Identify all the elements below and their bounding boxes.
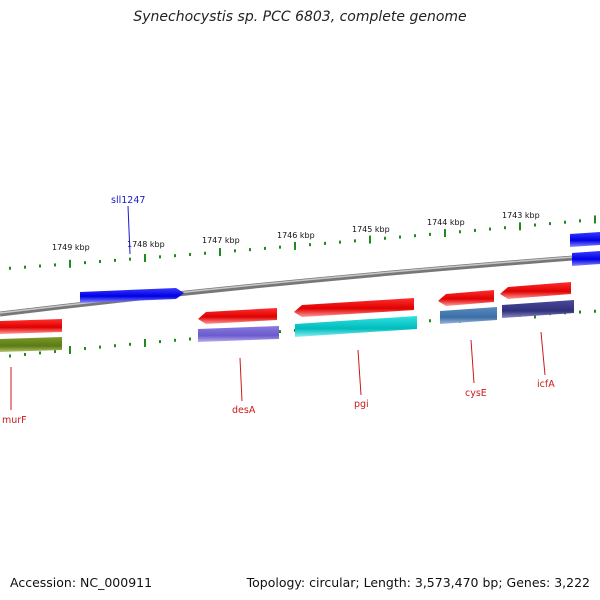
scale-label: 1749 kbp: [52, 243, 90, 252]
gene-desA[interactable]: [198, 308, 277, 324]
genome-summary-text: Topology: circular; Length: 3,573,470 bp…: [246, 575, 590, 590]
gene-label-cysE[interactable]: cysE: [465, 388, 487, 399]
gene-icfA-partner[interactable]: [502, 300, 574, 318]
gene-cysE[interactable]: [438, 290, 494, 306]
gene-desA-partner[interactable]: [198, 326, 279, 342]
outer-tick-ring: [9, 215, 596, 270]
label-leader: [239, 357, 243, 402]
map-title: Synechocystis sp. PCC 6803, complete gen…: [133, 9, 467, 25]
scale-label: 1743 kbp: [502, 211, 540, 220]
label-leader: [540, 331, 546, 376]
gene-pgi[interactable]: [294, 298, 414, 317]
gene-icfA[interactable]: [500, 282, 571, 299]
label-leader: [357, 349, 362, 396]
gene-pgi-partner[interactable]: [295, 316, 417, 337]
gene-murF[interactable]: [0, 319, 62, 334]
genome-backbone-highlight: [0, 254, 600, 314]
scale-label: 1747 kbp: [202, 236, 240, 245]
gene-label-icfA[interactable]: icfA: [537, 379, 555, 390]
scale-label: 1748 kbp: [127, 240, 165, 249]
scale-label: 1745 kbp: [352, 225, 390, 234]
label-leader: [127, 205, 131, 255]
gene-murF-partner[interactable]: [0, 337, 62, 352]
gene-label-desA[interactable]: desA: [232, 405, 256, 416]
gene-label-pgi[interactable]: pgi: [354, 399, 369, 410]
gene-upper-right-2[interactable]: [572, 251, 600, 266]
gene-upper-right-1[interactable]: [570, 232, 600, 247]
scale-label: 1746 kbp: [277, 231, 315, 240]
gene-sll1247[interactable]: [80, 288, 184, 303]
accession-text: Accession: NC_000911: [10, 575, 153, 590]
gene-label-sll1247[interactable]: sll1247: [111, 195, 145, 206]
label-leader: [470, 339, 475, 384]
genome-backbone: [0, 253, 600, 317]
gene-label-murF[interactable]: murF: [2, 415, 27, 426]
scale-label: 1744 kbp: [427, 218, 465, 227]
gene-cysE-partner[interactable]: [440, 307, 497, 324]
